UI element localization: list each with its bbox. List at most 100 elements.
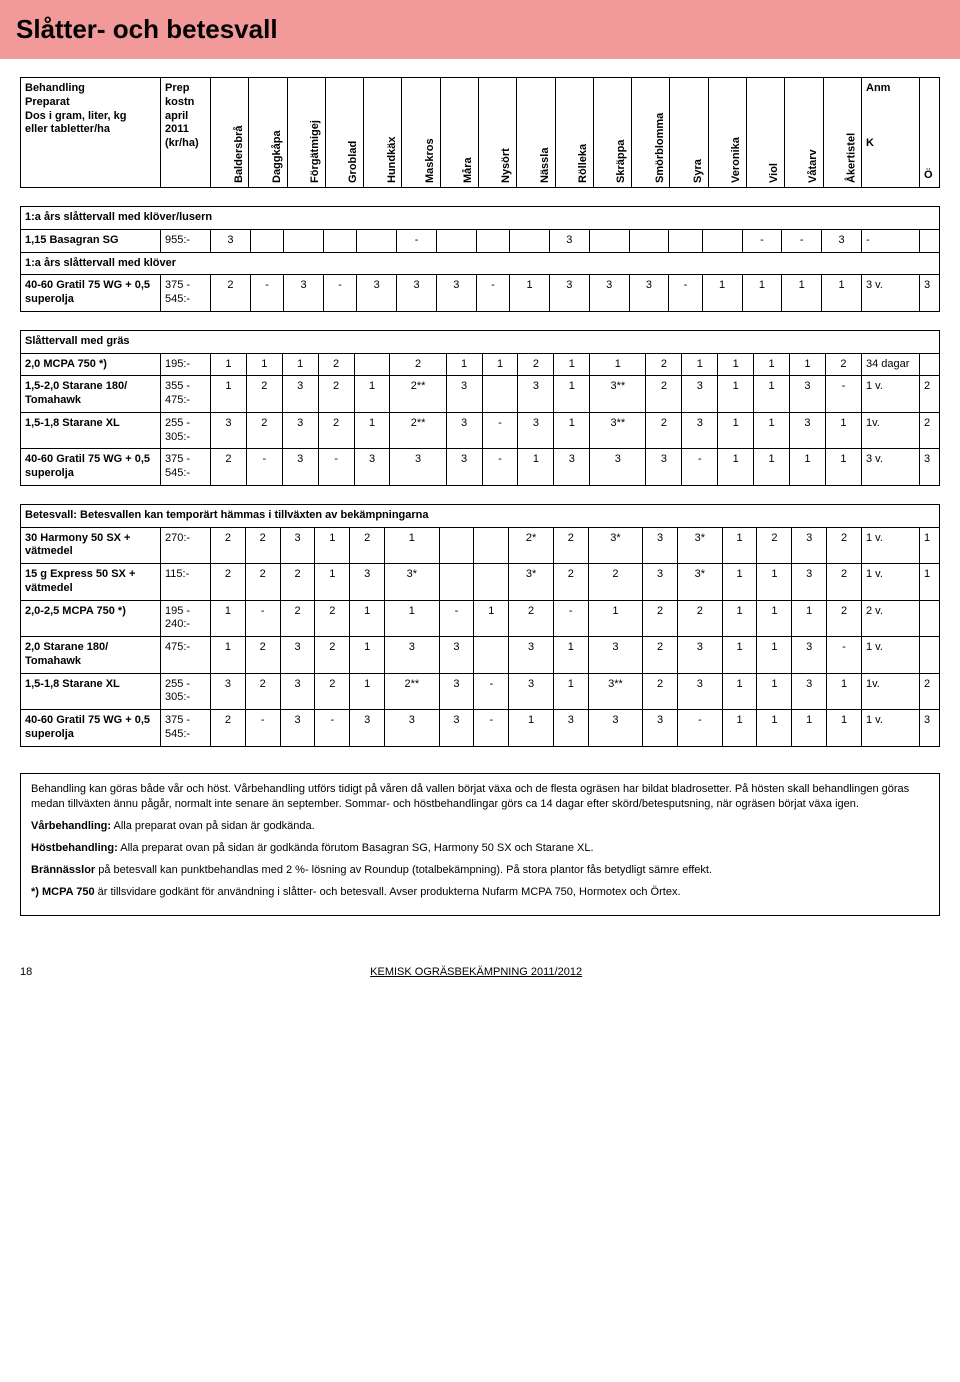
cell: 1: [350, 637, 385, 674]
row-o: 1: [920, 564, 940, 601]
col-16: Åkertistel: [823, 78, 862, 188]
cell: 1: [553, 673, 588, 710]
cell: 2: [646, 376, 682, 413]
cell: -: [474, 673, 509, 710]
cell: 3: [284, 275, 324, 312]
cell: 3: [280, 710, 315, 747]
cell: -: [827, 637, 862, 674]
cell: 1: [446, 353, 482, 376]
cell: 1: [757, 710, 792, 747]
cell: 1: [553, 637, 588, 674]
hdr-anm: Anm: [862, 78, 920, 133]
row-desc: 2,0 MCPA 750 *): [21, 353, 161, 376]
cell: 2: [588, 564, 643, 601]
cell: 2: [518, 353, 554, 376]
cell: 1: [754, 376, 790, 413]
cell: -: [318, 449, 354, 486]
col-0: Baldersbrå: [211, 78, 249, 188]
row-anm: 1 v.: [862, 637, 920, 674]
cell: 3: [385, 710, 440, 747]
row-cost: 955:-: [161, 229, 211, 252]
cell: [284, 229, 324, 252]
cell: 1: [211, 637, 246, 674]
table-row: 15 g Express 50 SX + vätmedel115:-222133…: [21, 564, 940, 601]
cell: 3: [643, 710, 678, 747]
note-line: Behandling kan göras både vår och höst. …: [31, 782, 929, 814]
col-12: Syra: [670, 78, 708, 188]
row-cost: 375 - 545:-: [161, 275, 211, 312]
row-cost: 375 - 545:-: [161, 449, 211, 486]
row-o: 3: [920, 449, 940, 486]
table-row: 30 Harmony 50 SX + vätmedel270:-2231212*…: [21, 527, 940, 564]
cell: 3: [518, 376, 554, 413]
cell: 1: [754, 449, 790, 486]
row-cost: 255 - 305:-: [161, 412, 211, 449]
cell: 1: [722, 564, 757, 601]
header-table: Behandling Preparat Dos i gram, liter, k…: [20, 77, 940, 188]
row-cost: 195:-: [161, 353, 211, 376]
section-title: Slåttervall med gräs: [21, 330, 940, 353]
cell: 3: [282, 449, 318, 486]
cell: -: [245, 710, 280, 747]
cell: 2**: [390, 412, 446, 449]
col-2: Förgätmigej: [287, 78, 325, 188]
cell: 1: [315, 564, 350, 601]
cell: 1: [822, 275, 862, 312]
cell: 1: [509, 710, 554, 747]
cell: 3*: [509, 564, 554, 601]
cell: 1: [825, 449, 861, 486]
cell: 1: [554, 376, 590, 413]
row-anm: 3 v.: [862, 275, 920, 312]
cell: -: [246, 449, 282, 486]
cell: 3*: [588, 527, 643, 564]
row-o: 2: [920, 412, 940, 449]
cell: 3: [385, 637, 440, 674]
cell: -: [482, 412, 518, 449]
cell: 3**: [590, 376, 646, 413]
row-o: [920, 229, 940, 252]
cell: 2: [827, 564, 862, 601]
cell: 1: [354, 376, 390, 413]
cell: 1: [757, 673, 792, 710]
col-13: Veronika: [708, 78, 746, 188]
cell: 2: [643, 637, 678, 674]
cell: 1: [754, 412, 790, 449]
row-o: [920, 637, 940, 674]
row-desc: 40-60 Gratil 75 WG + 0,5 superolja: [21, 449, 161, 486]
cell: 3: [792, 673, 827, 710]
row-anm: 1v.: [862, 412, 920, 449]
cell: 1: [792, 710, 827, 747]
note-line: Vårbehandling: Alla preparat ovan på sid…: [31, 819, 929, 835]
cell: 1: [315, 527, 350, 564]
cell: 1: [722, 710, 757, 747]
row-anm: 3 v.: [862, 449, 920, 486]
row-desc: 30 Harmony 50 SX + vätmedel: [21, 527, 161, 564]
footer-text: KEMISK OGRÄSBEKÄMPNING 2011/2012: [32, 966, 920, 978]
cell: 3: [588, 637, 643, 674]
cell: 3: [518, 412, 554, 449]
row-desc: 1:a års slåttervall med klöver: [21, 252, 940, 275]
cell: 2: [509, 600, 554, 637]
cell: 3: [509, 673, 554, 710]
note-line: Brännässlor på betesvall kan punktbehand…: [31, 863, 929, 879]
cell: 3: [792, 564, 827, 601]
cell: 3**: [590, 412, 646, 449]
cell: 1: [718, 353, 754, 376]
cell: [510, 229, 550, 252]
cell: 3: [357, 275, 397, 312]
note-line: *) MCPA 750 är tillsvidare godkänt för a…: [31, 885, 929, 901]
cell: 1: [588, 600, 643, 637]
cell: 3: [682, 412, 718, 449]
row-desc: 1,15 Basagran SG: [21, 229, 161, 252]
cell: 2: [646, 412, 682, 449]
cell: 3: [439, 673, 474, 710]
row-anm: 1 v.: [862, 710, 920, 747]
cell: 3: [446, 449, 482, 486]
section-title: 1:a års slåttervall med klöver/lusern: [21, 207, 940, 230]
cell: -: [682, 449, 718, 486]
cell: 2: [245, 527, 280, 564]
cell: 3: [790, 376, 826, 413]
table-row: 40-60 Gratil 75 WG + 0,5 superolja375 - …: [21, 275, 940, 312]
cell: 1: [757, 564, 792, 601]
cell: 2: [350, 527, 385, 564]
